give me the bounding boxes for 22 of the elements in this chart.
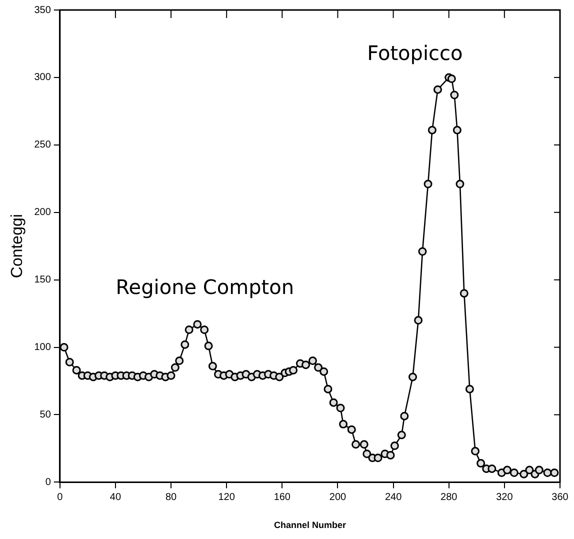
x-axis-title: Channel Number [274, 520, 346, 530]
x-tick-label: 280 [440, 492, 458, 503]
x-tick-label: 120 [218, 492, 236, 503]
x-tick-label: 320 [496, 492, 514, 503]
x-tick-label: 0 [57, 492, 64, 503]
annotation: Fotopicco [367, 41, 463, 66]
x-tick-label: 80 [165, 492, 178, 503]
x-tick-label: 360 [552, 492, 569, 503]
y-tick-label: 350 [34, 4, 52, 16]
y-tick-label: 0 [45, 476, 52, 488]
y-tick-label: 200 [34, 207, 52, 218]
y-tick-label: 250 [34, 140, 52, 151]
x-tick-label: 160 [274, 492, 291, 503]
y-tick-label: 50 [40, 409, 52, 420]
annotation: Regione Compton [116, 274, 294, 299]
x-tick-label: 40 [110, 492, 122, 503]
y-tick-label: 300 [34, 72, 52, 84]
y-tick-label: 100 [34, 342, 52, 354]
y-axis-title: Conteggi [9, 214, 26, 278]
y-tick-label: 150 [34, 274, 52, 286]
x-tick-label: 240 [384, 492, 402, 503]
x-tick-label: 200 [329, 492, 347, 503]
